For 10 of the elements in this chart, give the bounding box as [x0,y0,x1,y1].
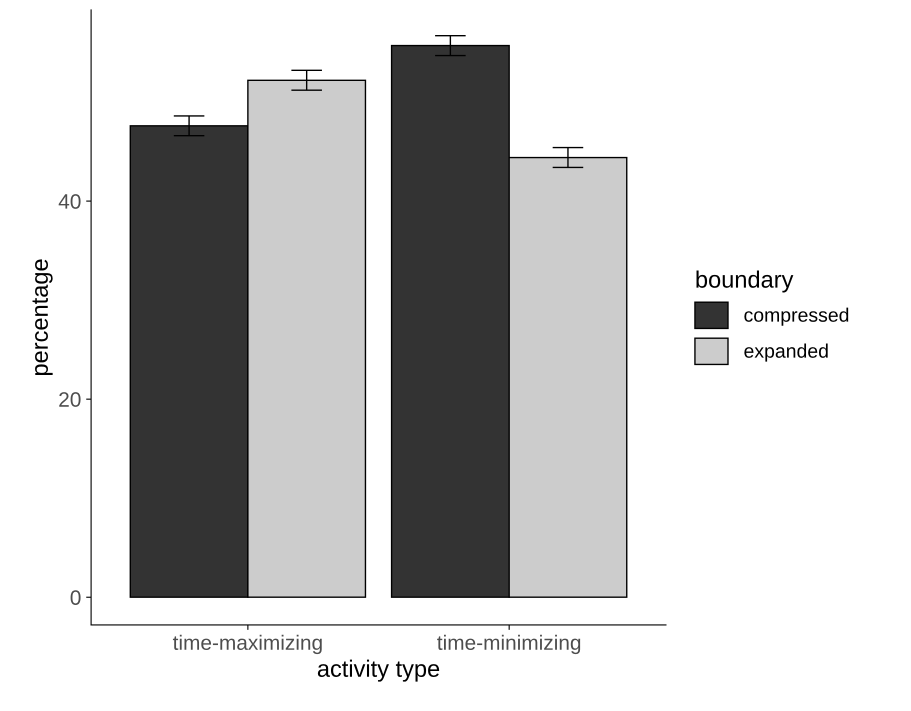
y-axis-title: percentage [32,259,53,376]
legend-title: boundary [696,270,794,292]
y-tick-label: 0 [70,590,81,605]
y-tick-label: 40 [58,194,81,209]
legend-label: compressed [744,308,848,326]
x-tick-label: time-minimizing [437,634,580,654]
legend-label: expanded [744,344,828,362]
y-tick-label: 20 [59,392,81,407]
x-tick-label: time-maximizing [172,634,322,654]
x-axis-title: activity type [318,660,440,682]
